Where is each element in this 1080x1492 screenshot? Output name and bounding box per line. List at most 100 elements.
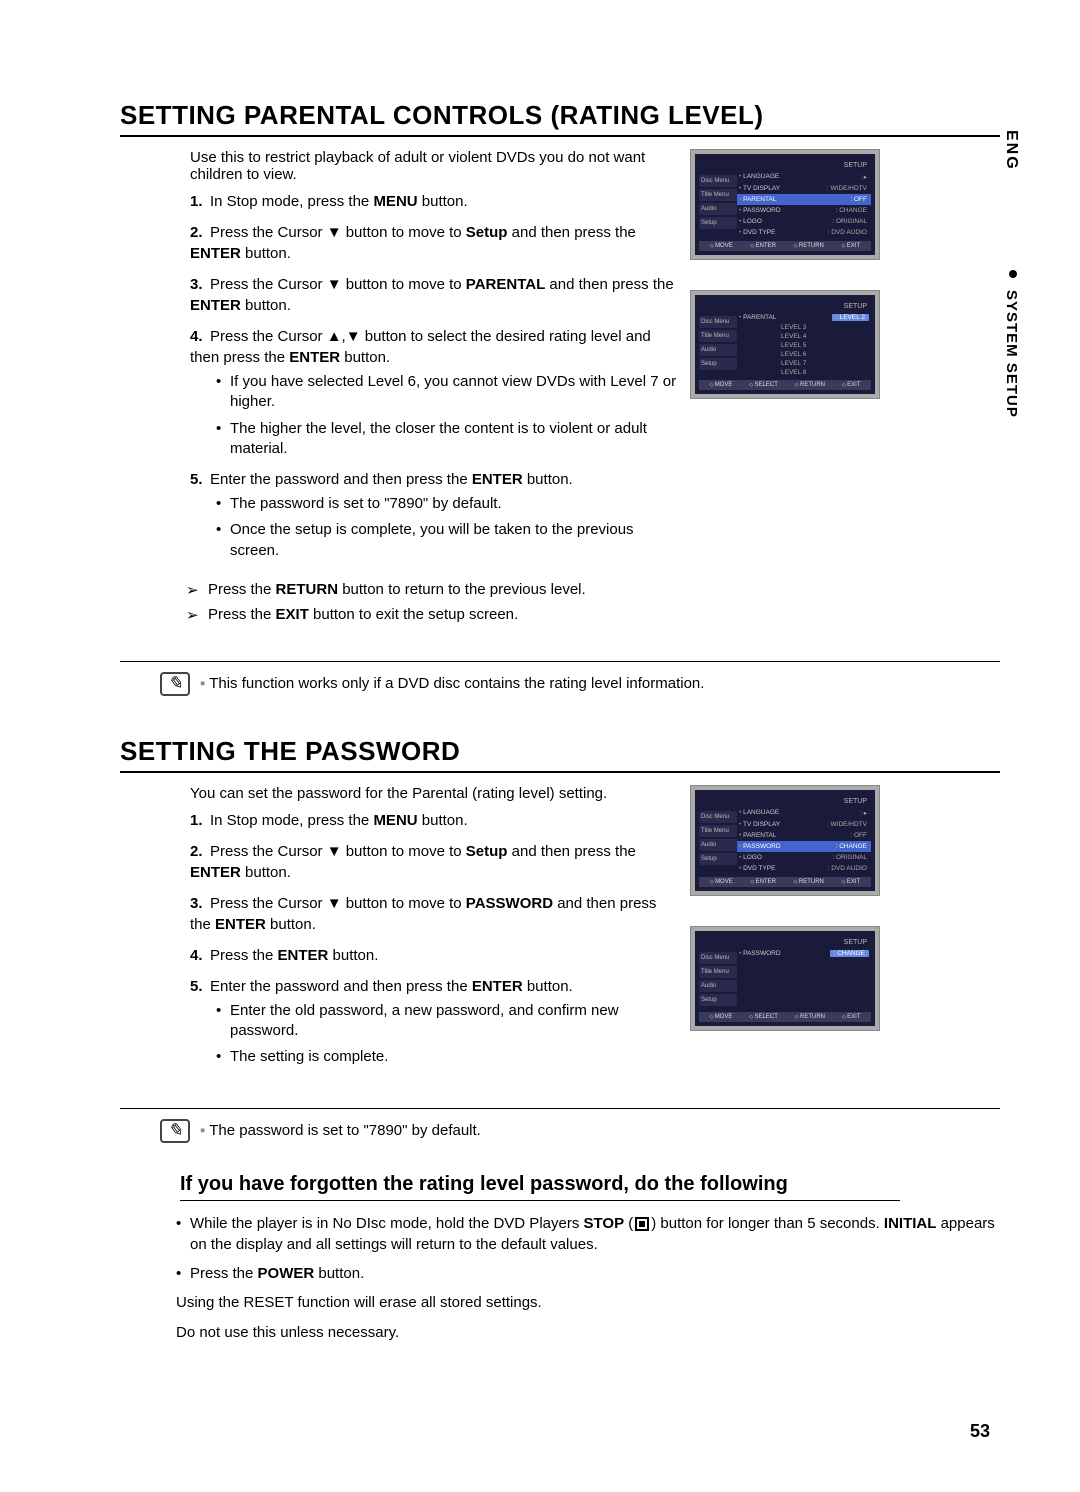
footer-item: MOVE (709, 1014, 732, 1020)
forgot-list: While the player is in No DIsc mode, hol… (190, 1213, 1000, 1284)
menu-label: DVD TYPE (739, 229, 775, 236)
bold: ENTER (472, 978, 523, 995)
menu-label: PASSWORD (739, 950, 781, 957)
footer-item: EXIT (842, 1014, 861, 1020)
note-row: ✎ The password is set to "7890" by defau… (160, 1119, 1000, 1143)
text: button. (328, 947, 378, 964)
menu-value: DVD AUDIO (826, 229, 869, 236)
menu-left-item: Title Menu (699, 966, 737, 978)
footer-item: EXIT (842, 243, 861, 249)
menu-left-item: Setup (699, 853, 737, 865)
menu-value: DVD AUDIO (826, 865, 869, 872)
menu-screenshot-password: SETUP Disc Menu Title Menu Audio Setup L… (690, 785, 880, 896)
text: button. (418, 812, 468, 829)
language-tab: ENG (1002, 130, 1020, 171)
text: Press the (208, 581, 276, 598)
step-item: 2.Press the Cursor ▼ button to move to S… (190, 841, 680, 883)
section2-steps: 1.In Stop mode, press the MENU button. 2… (190, 810, 680, 1068)
menu-left-item: Audio (699, 203, 737, 215)
footer-item: RETURN (794, 243, 824, 249)
step-item: 5.Enter the password and then press the … (190, 469, 680, 561)
menu-label: PASSWORD (739, 843, 781, 850)
text: button. (266, 916, 316, 933)
menu-label: PARENTAL (739, 196, 776, 203)
bold: ENTER (190, 245, 241, 262)
level-item: LEVEL 4 (777, 332, 871, 341)
sub-item: If you have selected Level 6, you cannot… (230, 372, 680, 413)
menu-value: CHANGE (834, 843, 869, 850)
step-item: 3.Press the Cursor ▼ button to move to P… (190, 274, 680, 316)
bold: RETURN (276, 581, 339, 598)
closing-text: Using the RESET function will erase all … (176, 1292, 1000, 1315)
menu-value: OFF (848, 832, 869, 839)
bold: MENU (373, 812, 417, 829)
bold: Setup (466, 224, 508, 241)
section2-title: SETTING THE PASSWORD (120, 736, 1000, 773)
menu-left-item: Title Menu (699, 330, 737, 342)
text: button. (241, 245, 291, 262)
menu-label: DVD TYPE (739, 865, 775, 872)
text: and then press the (507, 224, 635, 241)
menu-label: TV DISPLAY (739, 185, 780, 192)
forgot-item: Press the POWER button. (190, 1263, 1000, 1284)
menu-label: PARENTAL (739, 832, 776, 839)
note-text: The password is set to "7890" by default… (200, 1122, 481, 1139)
sub-item: The higher the level, the closer the con… (230, 419, 680, 460)
step-item: 1.In Stop mode, press the MENU button. (190, 191, 680, 212)
menu-value: ORIGINAL (830, 854, 869, 861)
bold: ENTER (190, 864, 241, 881)
bold: PARENTAL (466, 276, 545, 293)
menu-screenshot-parental: SETUP Disc Menu Title Menu Audio Setup L… (690, 149, 880, 260)
level-item: LEVEL 7 (777, 359, 871, 368)
step-item: 1.In Stop mode, press the MENU button. (190, 810, 680, 831)
text: button. (523, 471, 573, 488)
section-tab: SYSTEM SETUP (1003, 290, 1020, 418)
bold: Setup (466, 843, 508, 860)
menu-screenshot-levels: SETUP Disc Menu Title Menu Audio Setup P… (690, 290, 880, 399)
menu-value: CHANGE (830, 950, 869, 957)
menu-label: LANGUAGE (739, 809, 779, 817)
menu-left-item: Disc Menu (699, 175, 737, 187)
sub-list: The password is set to "7890" by default… (230, 494, 680, 561)
text: In Stop mode, press the (210, 193, 373, 210)
arrow-item: Press the RETURN button to return to the… (208, 581, 680, 598)
text: button to return to the previous level. (338, 581, 586, 598)
footer-item: RETURN (795, 382, 825, 388)
sub-list: If you have selected Level 6, you cannot… (230, 372, 680, 459)
bold: ENTER (472, 471, 523, 488)
bold: ENTER (278, 947, 329, 964)
text: button. (418, 193, 468, 210)
menu-label: LOGO (739, 218, 762, 225)
menu-label: PASSWORD (739, 207, 781, 214)
sub-item: Once the setup is complete, you will be … (230, 520, 680, 561)
bold: MENU (373, 193, 417, 210)
level-item: LEVEL 8 (777, 368, 871, 377)
note-row: ✎ This function works only if a DVD disc… (160, 672, 1000, 696)
menu-left-item: Title Menu (699, 825, 737, 837)
menu-left-item: Setup (699, 994, 737, 1006)
menu-label: PARENTAL (739, 314, 776, 321)
text: Press the Cursor ▼ button to move to (210, 843, 466, 860)
section2-intro: You can set the password for the Parenta… (190, 785, 680, 802)
footer-item: RETURN (794, 879, 824, 885)
menu-left-item: Disc Menu (699, 952, 737, 964)
sub-item: The password is set to "7890" by default… (230, 494, 680, 514)
bold: STOP (584, 1215, 625, 1232)
menu-title: SETUP (844, 303, 867, 310)
menu-left-item: Title Menu (699, 189, 737, 201)
bold: POWER (258, 1265, 315, 1282)
note-icon: ✎ (160, 1119, 190, 1143)
footer-item: MOVE (710, 243, 733, 249)
section1-steps: 1.In Stop mode, press the MENU button. 2… (190, 191, 680, 561)
menu-left-item: Audio (699, 839, 737, 851)
side-dot-icon (1009, 270, 1017, 278)
menu-title: SETUP (844, 939, 867, 946)
footer-item: RETURN (795, 1014, 825, 1020)
footer-item: EXIT (842, 879, 861, 885)
page-number: 53 (970, 1421, 990, 1442)
closing-text: Do not use this unless necessary. (176, 1322, 1000, 1345)
arrow-list: Press the RETURN button to return to the… (208, 581, 680, 623)
text: Enter the password and then press the (210, 978, 472, 995)
menu-value: LEVEL 2 (832, 314, 869, 321)
bold: EXIT (276, 606, 309, 623)
